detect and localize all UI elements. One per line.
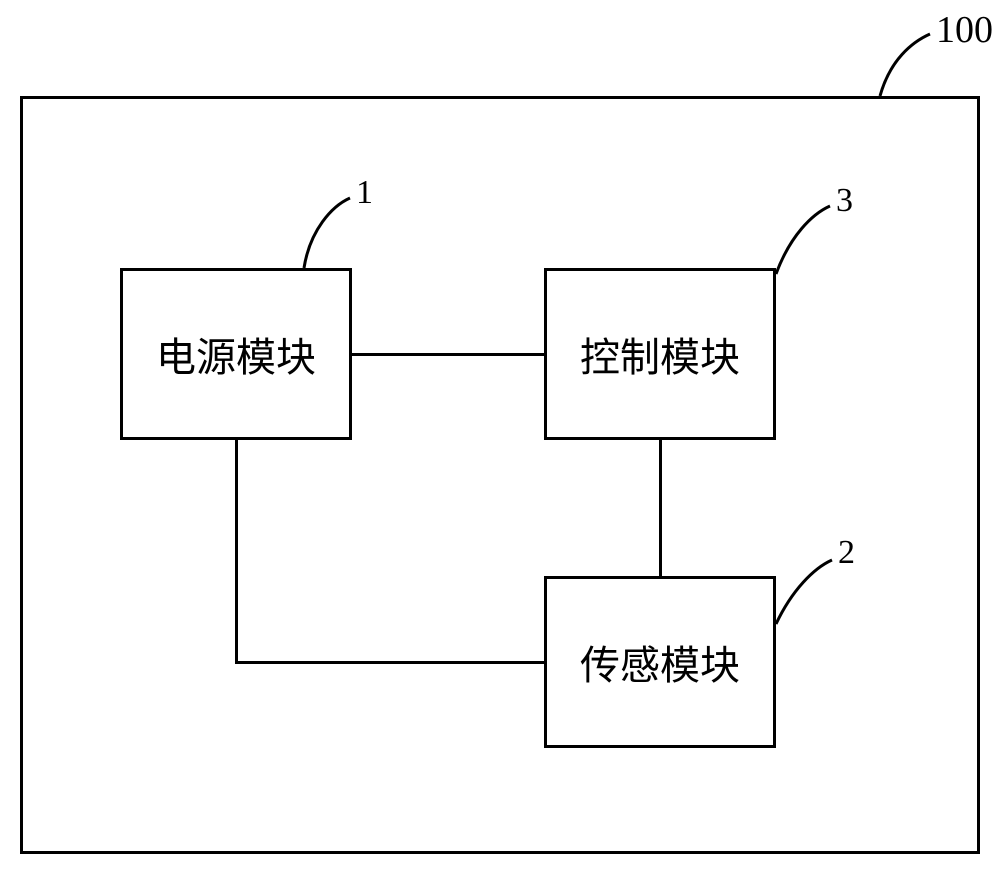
leader-sensor [0,0,1000,876]
diagram-canvas: 电源模块 控制模块 传感模块 100 1 3 2 [0,0,1000,876]
ref-number-sensor: 2 [838,534,855,572]
